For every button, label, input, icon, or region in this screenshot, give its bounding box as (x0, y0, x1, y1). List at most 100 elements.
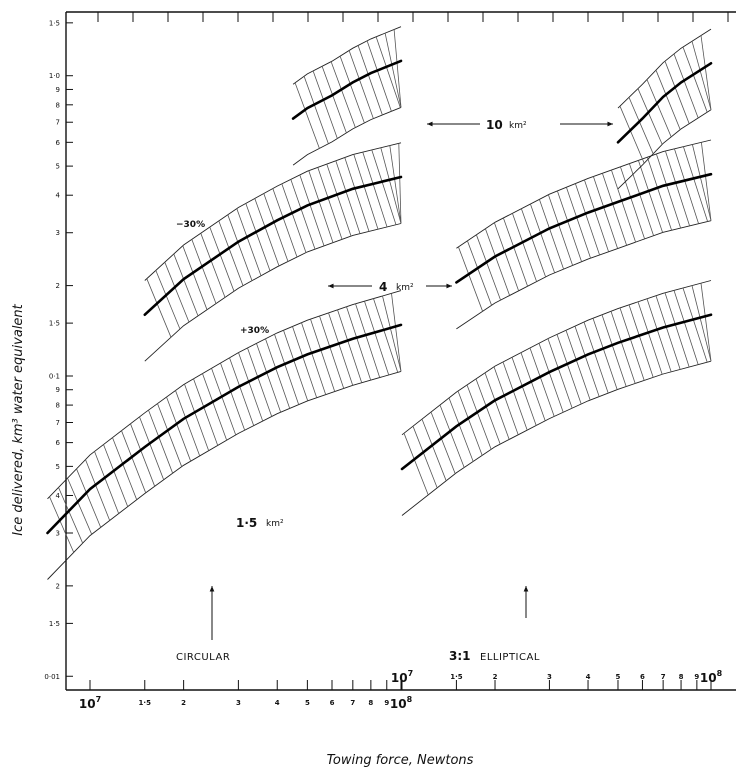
hatch-line (157, 403, 183, 467)
elliptical-label: ELLIPTICAL (480, 652, 540, 663)
hatch-line (638, 160, 663, 233)
x-elliptical-tick-label: 107 (391, 669, 413, 685)
hatch-line (382, 295, 402, 372)
band-lower-2 (292, 106, 402, 166)
hatch-line (620, 166, 645, 240)
hatch-line (637, 301, 663, 375)
series-line-circular-2 (291, 59, 403, 120)
hatch-line (701, 142, 712, 221)
hatch-line (290, 179, 316, 250)
hatch-line (475, 378, 501, 445)
hatch-line (191, 239, 217, 304)
y-tick-label: 1·5 (49, 19, 60, 27)
hatch-line (646, 298, 672, 373)
hatch-line (229, 357, 255, 426)
hatch-line (209, 226, 235, 292)
y-tick-label: 6 (56, 139, 61, 147)
hatch-line (610, 311, 636, 384)
hatch-line (337, 309, 363, 383)
hatch-line (200, 233, 226, 298)
hatch-line (389, 145, 402, 224)
x-circular-tick-label: 7 (350, 699, 355, 707)
hatch-line (166, 396, 192, 462)
hatch-line (682, 46, 708, 113)
y-tick-label: 1·5 (49, 620, 60, 628)
hatch-line (673, 53, 699, 119)
y-tick-label: 8 (56, 402, 60, 410)
y-tick-label: 2 (56, 582, 60, 590)
band-lower-4 (456, 220, 712, 330)
hatch-line (357, 45, 383, 116)
hatch-line (301, 322, 327, 395)
hatch-line (656, 153, 681, 229)
hatch-line (319, 315, 345, 389)
band-upper-1 (144, 142, 402, 281)
y-tick-label: 7 (56, 119, 60, 127)
x-elliptical-tick-label: 4 (586, 673, 591, 681)
hatch-line (592, 318, 618, 390)
hatch-line (353, 154, 379, 230)
hatch-line (220, 362, 246, 431)
band-upper-3 (401, 280, 712, 436)
hatch-line (529, 347, 555, 417)
hatch-line (148, 409, 174, 474)
hatch-line (272, 188, 298, 258)
hatch-line (574, 326, 600, 397)
band-lower-3 (401, 360, 712, 516)
hatch-line (602, 173, 627, 246)
hatch-line (601, 314, 627, 387)
hatch-line (254, 198, 280, 267)
hatch-line (310, 318, 336, 392)
y-tick-label: 4 (56, 492, 61, 500)
hatch-line (344, 157, 370, 232)
hatch-line (673, 290, 699, 365)
hatch-line (330, 61, 356, 128)
arrow-10-right-head (607, 121, 613, 127)
hatch-line (682, 287, 708, 363)
x-circular-tick-label: 1·5 (139, 699, 152, 707)
hatch-line (619, 307, 645, 381)
series-lines (46, 59, 713, 535)
hatch-line (49, 496, 75, 553)
hatch-line (619, 106, 645, 164)
x-circular-tick-label: 9 (384, 699, 389, 707)
hatch-line (121, 430, 147, 493)
hatch-line (539, 199, 564, 270)
minus-30-label: −30% (176, 220, 205, 230)
band-upper-5 (617, 28, 712, 109)
x-circular-tick-label: 6 (330, 699, 335, 707)
hatch-line (94, 451, 120, 514)
hatch-line (485, 228, 510, 296)
hatch-line (256, 343, 282, 413)
hatch-line (362, 152, 388, 228)
series-line-elliptical-5 (616, 62, 713, 144)
y-tick-label: 9 (56, 386, 60, 394)
band-lower-0 (47, 370, 402, 580)
hatch-line (155, 270, 181, 330)
hatch-line (274, 334, 300, 405)
hatch-line (103, 444, 129, 507)
x-circular-tick-label: 2 (181, 699, 186, 707)
hatch-line (628, 304, 654, 378)
hatch-line (683, 146, 708, 222)
area-4-unit: km² (396, 283, 414, 293)
hatch-line (530, 203, 555, 273)
hatch-line (283, 330, 309, 401)
hatch-line (700, 35, 712, 110)
area-4-label: 4 (379, 280, 387, 294)
hatch-line (674, 148, 699, 224)
hatch-line (247, 347, 273, 417)
hatch-line (466, 384, 492, 450)
area-15-label: 1·5 (236, 516, 257, 530)
uncertainty-bands (47, 26, 712, 580)
x-elliptical-tick-label: 3 (547, 673, 552, 681)
annotations: −30% +30% 10 km² 4 km² 1·5 km² CIRCULAR 3:1 ELLIPT… (176, 118, 613, 663)
y-tick-label: 0·01 (44, 673, 60, 681)
hatch-line (139, 416, 165, 480)
hatch-line (173, 253, 199, 317)
hatch-line (146, 278, 172, 338)
circular-label: CIRCULAR (176, 652, 230, 663)
series-line-elliptical-4 (455, 172, 713, 284)
hatch-line (326, 163, 352, 237)
